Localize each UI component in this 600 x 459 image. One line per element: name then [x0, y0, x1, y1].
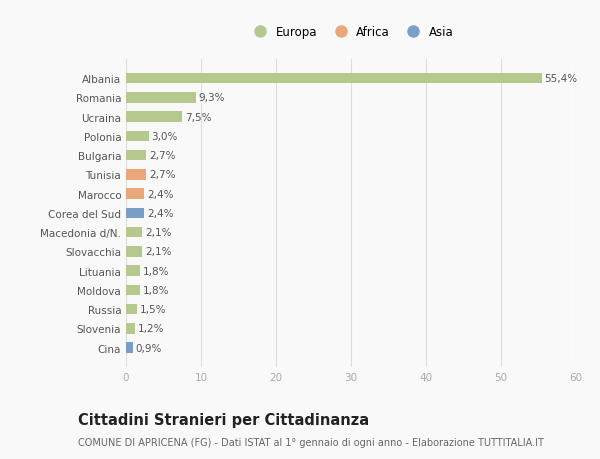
- Text: 1,2%: 1,2%: [138, 324, 164, 334]
- Bar: [126, 170, 146, 180]
- Bar: [126, 227, 142, 238]
- Bar: [126, 73, 542, 84]
- Text: 2,7%: 2,7%: [149, 170, 176, 180]
- Bar: [126, 189, 144, 200]
- Bar: [126, 131, 149, 142]
- Text: 2,1%: 2,1%: [145, 247, 171, 257]
- Text: 1,5%: 1,5%: [140, 304, 167, 314]
- Text: 3,0%: 3,0%: [151, 132, 178, 141]
- Text: Cittadini Stranieri per Cittadinanza: Cittadini Stranieri per Cittadinanza: [78, 413, 369, 428]
- Bar: [126, 112, 182, 123]
- Bar: [126, 285, 139, 296]
- Bar: [126, 343, 133, 353]
- Bar: [126, 246, 142, 257]
- Bar: [126, 93, 196, 103]
- Text: COMUNE DI APRICENA (FG) - Dati ISTAT al 1° gennaio di ogni anno - Elaborazione T: COMUNE DI APRICENA (FG) - Dati ISTAT al …: [78, 437, 544, 447]
- Bar: [126, 266, 139, 276]
- Text: 2,4%: 2,4%: [147, 208, 173, 218]
- Bar: [126, 151, 146, 161]
- Bar: [126, 208, 144, 219]
- Legend: Europa, Africa, Asia: Europa, Africa, Asia: [248, 26, 454, 39]
- Bar: [126, 324, 135, 334]
- Text: 0,9%: 0,9%: [136, 343, 162, 353]
- Text: 7,5%: 7,5%: [185, 112, 212, 123]
- Text: 2,4%: 2,4%: [147, 189, 173, 199]
- Text: 2,1%: 2,1%: [145, 228, 171, 238]
- Text: 2,7%: 2,7%: [149, 151, 176, 161]
- Text: 55,4%: 55,4%: [545, 74, 578, 84]
- Text: 1,8%: 1,8%: [143, 285, 169, 295]
- Text: 9,3%: 9,3%: [199, 93, 225, 103]
- Bar: [126, 304, 137, 315]
- Text: 1,8%: 1,8%: [143, 266, 169, 276]
